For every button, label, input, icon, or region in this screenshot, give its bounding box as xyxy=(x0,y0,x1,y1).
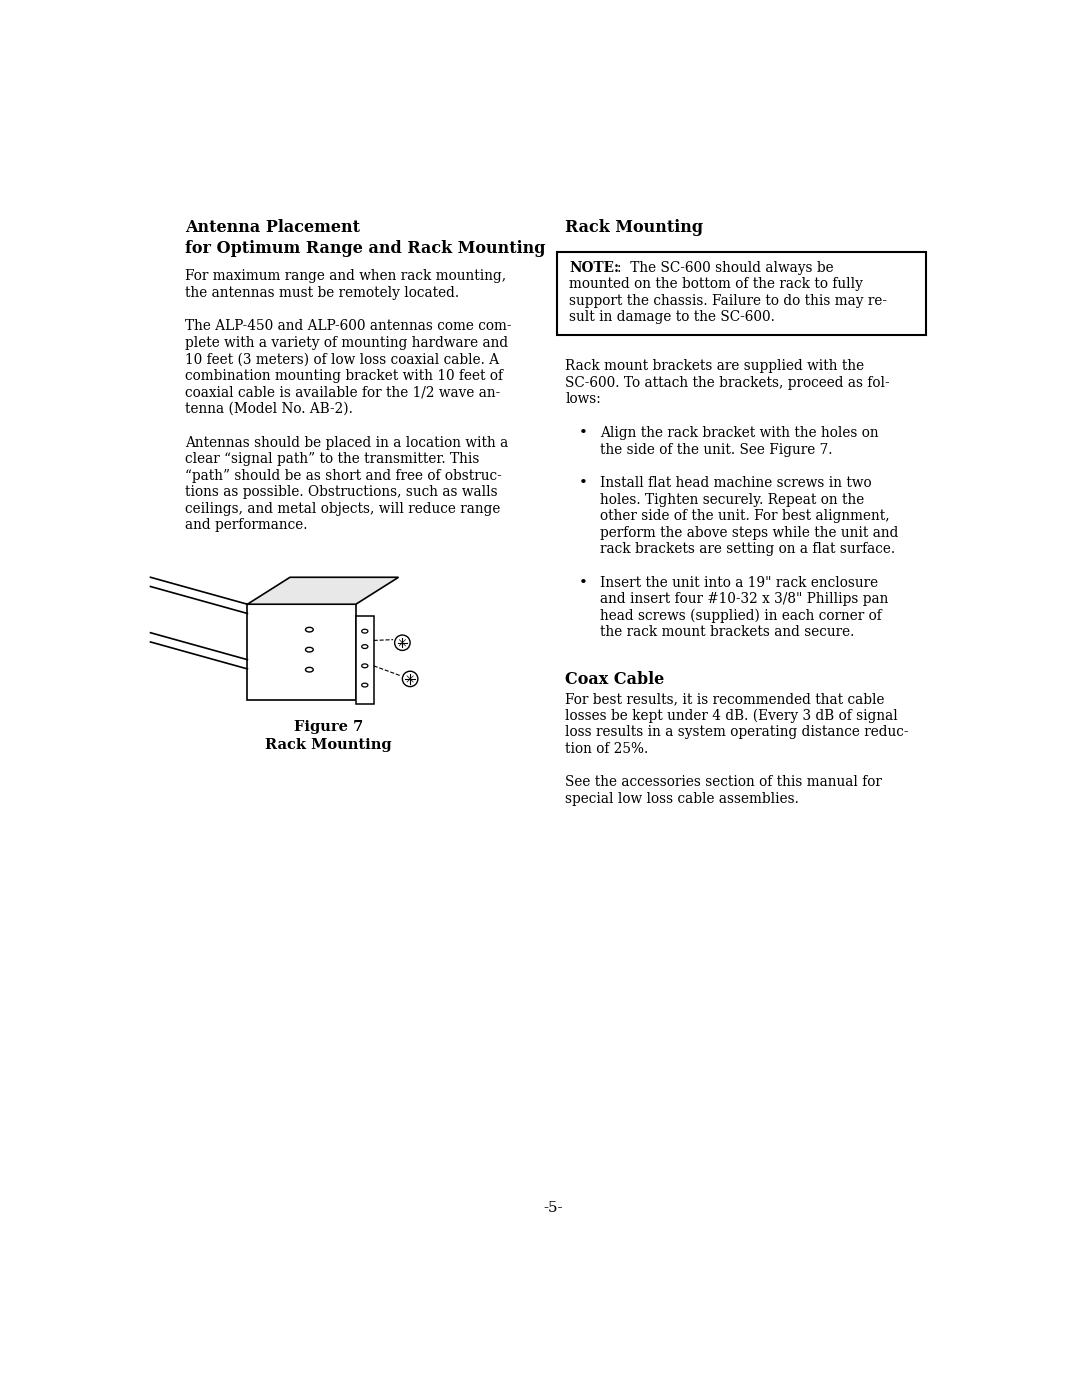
Text: Rack Mounting: Rack Mounting xyxy=(565,219,703,236)
Ellipse shape xyxy=(362,664,368,668)
Text: and insert four #10-32 x 3/8" Phillips pan: and insert four #10-32 x 3/8" Phillips p… xyxy=(600,592,889,606)
Text: ceilings, and metal objects, will reduce range: ceilings, and metal objects, will reduce… xyxy=(186,502,501,515)
Text: special low loss cable assemblies.: special low loss cable assemblies. xyxy=(565,792,799,806)
Text: •: • xyxy=(579,576,588,590)
Polygon shape xyxy=(247,605,356,700)
Text: rack brackets are setting on a flat surface.: rack brackets are setting on a flat surf… xyxy=(600,542,895,556)
Text: “path” should be as short and free of obstruc-: “path” should be as short and free of ob… xyxy=(186,469,502,483)
Text: tions as possible. Obstructions, such as walls: tions as possible. Obstructions, such as… xyxy=(186,485,498,499)
Text: the side of the unit. See Figure 7.: the side of the unit. See Figure 7. xyxy=(600,443,833,457)
Text: mounted on the bottom of the rack to fully: mounted on the bottom of the rack to ful… xyxy=(569,278,863,292)
Text: support the chassis. Failure to do this may re-: support the chassis. Failure to do this … xyxy=(569,293,887,307)
Polygon shape xyxy=(247,577,399,605)
Text: •: • xyxy=(579,426,588,440)
Text: the antennas must be remotely located.: the antennas must be remotely located. xyxy=(186,286,459,300)
Text: losses be kept under 4 dB. (Every 3 dB of signal: losses be kept under 4 dB. (Every 3 dB o… xyxy=(565,708,897,724)
Text: other side of the unit. For best alignment,: other side of the unit. For best alignme… xyxy=(600,509,890,522)
Ellipse shape xyxy=(306,627,313,631)
Text: For maximum range and when rack mounting,: For maximum range and when rack mounting… xyxy=(186,270,507,284)
Text: •: • xyxy=(579,476,588,490)
Ellipse shape xyxy=(362,644,368,648)
Text: clear “signal path” to the transmitter. This: clear “signal path” to the transmitter. … xyxy=(186,453,480,467)
Text: tion of 25%.: tion of 25%. xyxy=(565,742,648,756)
Ellipse shape xyxy=(362,683,368,687)
Ellipse shape xyxy=(306,668,313,672)
Text: sult in damage to the SC-600.: sult in damage to the SC-600. xyxy=(569,310,774,324)
FancyBboxPatch shape xyxy=(557,251,926,335)
Text: Coax Cable: Coax Cable xyxy=(565,671,664,689)
Text: for Optimum Range and Rack Mounting: for Optimum Range and Rack Mounting xyxy=(186,240,545,257)
Text: -5-: -5- xyxy=(543,1201,564,1215)
Text: perform the above steps while the unit and: perform the above steps while the unit a… xyxy=(600,525,899,539)
Text: Figure 7: Figure 7 xyxy=(294,719,363,733)
Text: holes. Tighten securely. Repeat on the: holes. Tighten securely. Repeat on the xyxy=(600,493,864,507)
Text: coaxial cable is available for the 1/2 wave an-: coaxial cable is available for the 1/2 w… xyxy=(186,386,501,400)
Text: Insert the unit into a 19" rack enclosure: Insert the unit into a 19" rack enclosur… xyxy=(600,576,878,590)
Text: the rack mount brackets and secure.: the rack mount brackets and secure. xyxy=(600,626,854,640)
Text: head screws (supplied) in each corner of: head screws (supplied) in each corner of xyxy=(600,609,881,623)
Text: For best results, it is recommended that cable: For best results, it is recommended that… xyxy=(565,692,885,705)
Text: The ALP-450 and ALP-600 antennas come com-: The ALP-450 and ALP-600 antennas come co… xyxy=(186,320,512,334)
Text: See the accessories section of this manual for: See the accessories section of this manu… xyxy=(565,775,882,789)
Text: combination mounting bracket with 10 feet of: combination mounting bracket with 10 fee… xyxy=(186,369,503,383)
Circle shape xyxy=(394,636,410,651)
Text: :  The SC-600 should always be: : The SC-600 should always be xyxy=(617,261,834,275)
Text: SC-600. To attach the brackets, proceed as fol-: SC-600. To attach the brackets, proceed … xyxy=(565,376,890,390)
Text: lows:: lows: xyxy=(565,393,600,407)
Text: Rack mount brackets are supplied with the: Rack mount brackets are supplied with th… xyxy=(565,359,864,373)
Text: Antenna Placement: Antenna Placement xyxy=(186,219,361,236)
Text: Rack Mounting: Rack Mounting xyxy=(266,738,392,752)
Text: tenna (Model No. AB-2).: tenna (Model No. AB-2). xyxy=(186,402,353,416)
Ellipse shape xyxy=(306,647,313,652)
Text: plete with a variety of mounting hardware and: plete with a variety of mounting hardwar… xyxy=(186,335,509,349)
Circle shape xyxy=(403,671,418,686)
Text: Align the rack bracket with the holes on: Align the rack bracket with the holes on xyxy=(600,426,879,440)
Text: NOTE:: NOTE: xyxy=(569,261,619,275)
Polygon shape xyxy=(356,616,374,704)
Text: Antennas should be placed in a location with a: Antennas should be placed in a location … xyxy=(186,436,509,450)
Ellipse shape xyxy=(362,629,368,633)
Text: and performance.: and performance. xyxy=(186,518,308,532)
Text: 10 feet (3 meters) of low loss coaxial cable. A: 10 feet (3 meters) of low loss coaxial c… xyxy=(186,352,499,366)
Text: Install flat head machine screws in two: Install flat head machine screws in two xyxy=(600,476,872,490)
Text: loss results in a system operating distance reduc-: loss results in a system operating dista… xyxy=(565,725,908,739)
